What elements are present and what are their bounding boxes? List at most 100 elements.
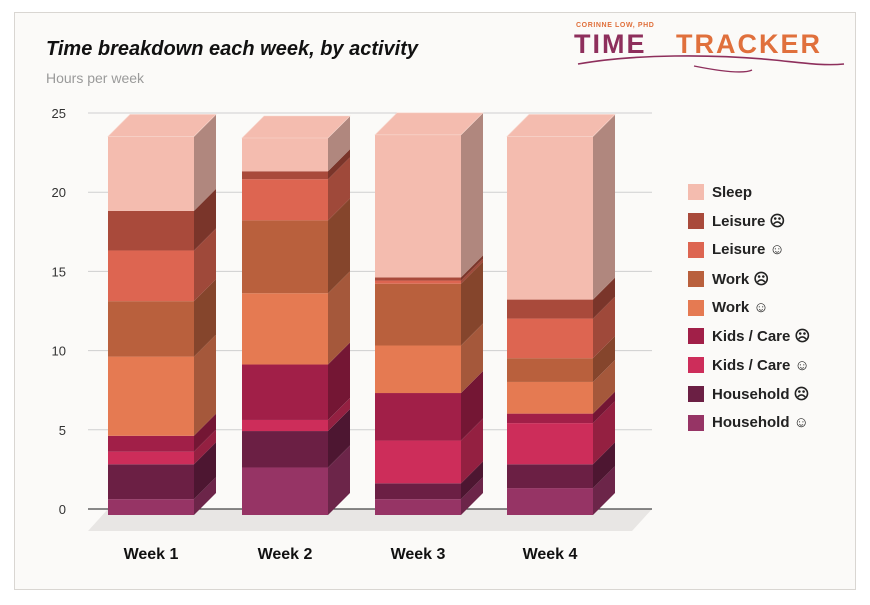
bar-side [593, 296, 615, 359]
bar-side [194, 228, 216, 302]
bar-segment [108, 464, 194, 500]
bar-side [593, 442, 615, 489]
x-tick-label: Week 3 [391, 546, 446, 563]
bar-segment [242, 467, 328, 515]
bar-side [461, 261, 483, 346]
bar-side [194, 188, 216, 251]
legend-item: Household ☹ [688, 380, 810, 409]
legend-label: Household ☹ [712, 385, 810, 403]
bar-side [593, 391, 615, 424]
bar-segment [108, 301, 194, 357]
legend-label: Kids / Care ☺ [712, 356, 810, 374]
bar-segment [507, 413, 593, 424]
legend-swatch [688, 385, 704, 402]
bar-side [593, 466, 615, 515]
bar-top [506, 114, 616, 137]
legend-swatch [688, 328, 704, 345]
bar-segment [375, 277, 461, 281]
time-tracker-logo: CORINNE LOW, PHD TIME TRACKER [574, 20, 850, 76]
legend-item: Work ☹ [688, 264, 810, 293]
legend-item: Work ☺ [688, 293, 810, 322]
bar-side [194, 429, 216, 465]
bar-segment [242, 293, 328, 365]
bar-segment [108, 136, 194, 211]
legend-item: Kids / Care ☹ [688, 322, 810, 351]
bar-segment [242, 138, 328, 172]
bar-segment [375, 440, 461, 484]
legend-label: Work ☹ [712, 270, 770, 288]
bar-segment [108, 451, 194, 465]
bar-side [593, 336, 615, 382]
bar-side [328, 149, 350, 180]
chart-legend: Sleep Leisure ☹ Leisure ☺ Work ☹ Work ☺ Kids … [688, 178, 810, 437]
chart-subtitle: Hours per week [46, 70, 145, 86]
bar-side [328, 157, 350, 221]
bar-side [194, 477, 216, 515]
bar-side [593, 277, 615, 319]
legend-swatch [688, 357, 704, 374]
bar-side [328, 198, 350, 294]
logo-byline: CORINNE LOW, PHD [576, 22, 655, 29]
bar-side [328, 409, 350, 468]
bar-segment [242, 220, 328, 294]
bar-side [461, 371, 483, 441]
bar-segment [507, 423, 593, 465]
legend-item: Kids / Care ☺ [688, 351, 810, 380]
bar-side [194, 334, 216, 436]
bar-side [328, 342, 350, 420]
bar-segment [108, 435, 194, 452]
bar-segment [108, 210, 194, 251]
legend-swatch [688, 213, 704, 230]
bar-segment [507, 381, 593, 414]
bar-side [593, 359, 615, 414]
bar-side [461, 258, 483, 284]
bar-segment [242, 171, 328, 180]
bar-side [593, 401, 615, 465]
bar-side [194, 279, 216, 357]
bar-top [374, 112, 484, 136]
bar-segment [375, 280, 461, 284]
bar-segment [108, 499, 194, 515]
bar-side [194, 114, 216, 211]
bar-segment [507, 299, 593, 319]
bar-segment [507, 488, 593, 515]
bar-segment [375, 345, 461, 394]
logo-swoosh [577, 55, 845, 73]
bar-segment [108, 356, 194, 436]
x-tick-label: Week 4 [523, 546, 578, 563]
legend-swatch [688, 184, 704, 201]
bar-segment [375, 283, 461, 346]
bar-side [194, 442, 216, 500]
bar-side [194, 413, 216, 452]
bar-side [461, 418, 483, 484]
y-tick-label: 15 [52, 264, 66, 279]
bar-side [328, 445, 350, 515]
legend-swatch [688, 270, 704, 287]
bar-side [461, 112, 483, 278]
legend-item: Sleep [688, 178, 810, 207]
bar-side [328, 271, 350, 365]
legend-swatch [688, 414, 704, 431]
bar-segment [507, 136, 593, 300]
bar-side [461, 323, 483, 394]
y-tick-label: 5 [59, 423, 66, 438]
bar-segment [507, 464, 593, 489]
x-tick-label: Week 1 [124, 546, 179, 563]
logo-word-time: TIME [574, 29, 647, 59]
legend-item: Leisure ☹ [688, 207, 810, 236]
bar-side [328, 397, 350, 432]
legend-swatch [688, 299, 704, 316]
bar-top [107, 114, 217, 137]
bar-side [593, 114, 615, 300]
legend-label: Sleep [712, 183, 753, 201]
y-tick-label: 20 [52, 185, 66, 200]
y-tick-label: 25 [52, 106, 66, 121]
legend-label: Household ☺ [712, 414, 809, 432]
legend-swatch [688, 241, 704, 258]
bar-segment [375, 483, 461, 500]
bar-segment [242, 419, 328, 432]
bar-segment [375, 499, 461, 515]
legend-label: Leisure ☹ [712, 213, 786, 231]
legend-item: Household ☺ [688, 408, 810, 437]
